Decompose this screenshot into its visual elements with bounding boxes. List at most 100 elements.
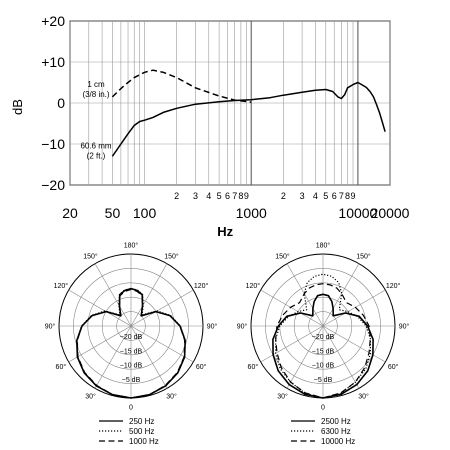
polar-angle-label: 120° bbox=[386, 282, 401, 290]
polar-ring-label: −5 dB bbox=[314, 377, 333, 384]
x-minor-tick-label: 5 bbox=[217, 191, 222, 201]
polar-series-dashed bbox=[275, 283, 371, 399]
polar-angle-label: 90° bbox=[207, 323, 218, 331]
polar-spoke bbox=[68, 289, 132, 327]
polar-ring-label: −15 dB bbox=[120, 348, 143, 355]
polar-spoke bbox=[94, 263, 132, 327]
legend-label: 10000 Hz bbox=[321, 437, 355, 446]
polar-angle-label: 90° bbox=[237, 323, 248, 331]
polar-angle-label: 30° bbox=[277, 393, 288, 401]
legend-label: 1000 Hz bbox=[129, 437, 159, 446]
x-minor-tick-label: 2 bbox=[281, 191, 286, 201]
polar-series-solid bbox=[272, 293, 374, 399]
y-axis-label: dB bbox=[10, 99, 25, 115]
y-tick-label: −10 bbox=[41, 136, 65, 152]
x-major-tick-label: 50 bbox=[105, 205, 121, 221]
x-minor-tick-label: 4 bbox=[206, 191, 211, 201]
polar-ring-label: −20 dB bbox=[120, 334, 143, 341]
y-tick-label: +20 bbox=[41, 13, 65, 29]
polar-ring-label: −10 dB bbox=[120, 363, 143, 370]
polar-angle-label: 60° bbox=[196, 363, 207, 371]
polar-spoke bbox=[286, 325, 324, 389]
x-minor-tick-label: 5 bbox=[323, 191, 328, 201]
polar-spoke bbox=[260, 325, 324, 363]
polar-angle-label: 60° bbox=[248, 363, 259, 371]
polar-angle-label: 150° bbox=[83, 252, 98, 260]
polar-series-dotted bbox=[76, 288, 186, 399]
polar-angle-label: 0 bbox=[321, 405, 325, 412]
legend-label: 2500 Hz bbox=[321, 417, 351, 426]
legend-label: 6300 Hz bbox=[321, 427, 351, 436]
series-line-dashed bbox=[111, 69, 252, 103]
polar-angle-label: 30° bbox=[358, 393, 369, 401]
x-minor-tick-label: 8 bbox=[238, 191, 243, 201]
polar-spoke bbox=[130, 263, 168, 327]
x-axis-label: Hz bbox=[217, 224, 233, 239]
y-tick-labels: +20 +10 0 −10 −20 bbox=[41, 13, 65, 193]
x-minor-tick-label: 4 bbox=[313, 191, 318, 201]
x-minor-tick-label: 8 bbox=[345, 191, 350, 201]
polar-spoke bbox=[322, 289, 386, 327]
polar-angle-label: 150° bbox=[164, 252, 179, 260]
polar-spoke bbox=[130, 289, 194, 327]
polar-spoke bbox=[130, 325, 194, 363]
y-tick-label: −20 bbox=[41, 177, 65, 193]
legend-label: 500 Hz bbox=[129, 427, 154, 436]
polar-angle-label: 150° bbox=[275, 252, 290, 260]
polar-angle-label: 30° bbox=[85, 393, 96, 401]
x-major-tick-label: 1000 bbox=[236, 205, 267, 221]
polar-spoke bbox=[130, 325, 168, 389]
polar-angle-label: 150° bbox=[356, 252, 371, 260]
polar-spoke bbox=[322, 325, 360, 389]
polar-spoke bbox=[322, 263, 360, 327]
annotation-60-6mm: 60.6 mm bbox=[80, 141, 111, 150]
polar-series-dashed bbox=[76, 288, 186, 399]
frequency-grid bbox=[69, 20, 391, 186]
polar-ring-label: −5 dB bbox=[122, 377, 141, 384]
polar-angle-label: 90° bbox=[399, 323, 410, 331]
polar-spoke bbox=[68, 325, 132, 363]
polar-angle-label: 120° bbox=[246, 282, 261, 290]
x-major-tick-label: 20 bbox=[62, 205, 78, 221]
polar-spoke bbox=[260, 289, 324, 327]
x-major-tick-label: 20000 bbox=[371, 205, 410, 221]
polar-angle-label: 90° bbox=[45, 323, 56, 331]
polar-angle-label: 180° bbox=[124, 242, 139, 250]
polar-angle-label: 30° bbox=[166, 393, 177, 401]
polar-spoke bbox=[322, 325, 386, 363]
x-minor-tick-label: 3 bbox=[193, 191, 198, 201]
polar-angle-label: 120° bbox=[194, 282, 209, 290]
annotation-3-8in: (3/8 in.) bbox=[82, 90, 109, 99]
x-minor-tick-label: 7 bbox=[232, 191, 237, 201]
x-minor-tick-label: 9 bbox=[244, 191, 249, 201]
polar-angle-label: 180° bbox=[316, 242, 331, 250]
polar-angle-label: 60° bbox=[388, 363, 399, 371]
x-major-tick-label: 100 bbox=[133, 205, 157, 221]
y-tick-label: +10 bbox=[41, 54, 65, 70]
x-major-tick-label: 10000 bbox=[338, 205, 377, 221]
polar-ring-label: −10 dB bbox=[312, 363, 335, 370]
polar-spoke bbox=[94, 325, 132, 389]
x-minor-tick-label: 9 bbox=[351, 191, 356, 201]
series-annotation-near: 1 cm (3/8 in.) bbox=[82, 80, 109, 99]
polar-angle-label: 120° bbox=[54, 282, 69, 290]
x-minor-tick-label: 2 bbox=[174, 191, 179, 201]
y-tick-label: 0 bbox=[57, 95, 65, 111]
frequency-series bbox=[111, 69, 386, 157]
x-minor-tick-label: 6 bbox=[332, 191, 337, 201]
polar-pattern-high: 180° 150° 120° 90° 60° 30° 0 30° 60° 90° 120° 150° −… bbox=[237, 242, 410, 447]
series-annotation-far: 60.6 mm (2 ft.) bbox=[80, 141, 111, 160]
series-line-solid bbox=[111, 81, 386, 157]
annotation-1cm: 1 cm bbox=[87, 80, 105, 89]
legend-label: 250 Hz bbox=[129, 417, 154, 426]
x-minor-tick-label: 7 bbox=[339, 191, 344, 201]
polar-ring-label: −20 dB bbox=[312, 334, 335, 341]
polar-angle-label: 0 bbox=[129, 405, 133, 412]
annotation-2ft: (2 ft.) bbox=[87, 151, 106, 160]
x-minor-tick-label: 3 bbox=[300, 191, 305, 201]
polar-pattern-low: 180° 150° 120° 90° 60° 30° 0 30° 60° 90° 120° 150° −… bbox=[45, 242, 218, 447]
